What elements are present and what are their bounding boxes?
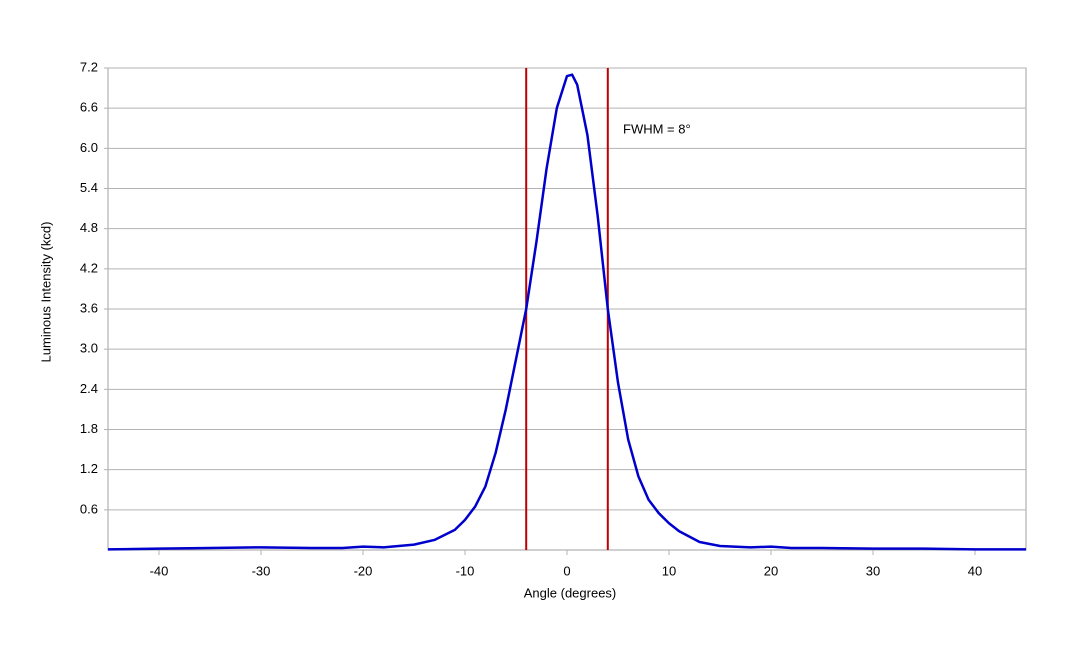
y-axis-label: Luminous Intensity (kcd) — [38, 222, 53, 363]
x-tick-label: 40 — [968, 563, 982, 578]
y-tick-label: 1.2 — [80, 461, 98, 476]
x-tick-label: 30 — [866, 563, 880, 578]
x-tick-label: 0 — [563, 563, 570, 578]
x-tick-label: -20 — [354, 563, 373, 578]
y-tick-label: 4.2 — [80, 260, 98, 275]
y-tick-label: 0.6 — [80, 501, 98, 516]
x-tick-label: 10 — [662, 563, 676, 578]
x-tick-label: -30 — [252, 563, 271, 578]
y-tick-label: 2.4 — [80, 381, 98, 396]
x-tick-label: -40 — [150, 563, 169, 578]
x-tick-label: -10 — [456, 563, 475, 578]
x-axis-label: Angle (degrees) — [524, 585, 617, 600]
y-tick-label: 3.0 — [80, 341, 98, 356]
y-tick-label: 7.2 — [80, 59, 98, 74]
annotation: FWHM = 8° — [623, 121, 691, 136]
y-tick-label: 3.6 — [80, 300, 98, 315]
x-tick-label: 20 — [764, 563, 778, 578]
line-series — [107, 73, 1026, 551]
y-tick-label: 6.6 — [80, 100, 98, 115]
y-tick-label: 5.4 — [80, 180, 98, 195]
y-tick-label: 6.0 — [80, 140, 98, 155]
y-tick-label: 1.8 — [80, 421, 98, 436]
y-tick-label: 4.8 — [80, 220, 98, 235]
